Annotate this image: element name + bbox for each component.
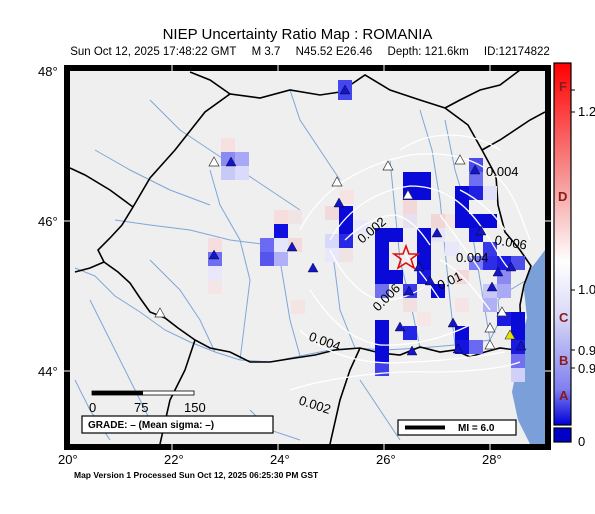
station-icon <box>431 227 443 238</box>
station-icon <box>504 329 516 340</box>
station-icon <box>505 261 517 272</box>
footer-note: Map Version 1 Processed Sun Oct 12, 2025… <box>74 470 319 480</box>
colorbar: F D C B A 1.2 1.0 0.9 0.9 0 <box>553 62 595 449</box>
station-icon <box>515 340 527 351</box>
station-icon <box>496 306 508 317</box>
lon-label: 22° <box>164 452 184 467</box>
station-icon <box>484 339 496 350</box>
station-icon <box>486 281 498 292</box>
contours <box>289 134 531 391</box>
station-icon <box>331 176 343 187</box>
frame-ticks <box>64 65 551 450</box>
station-icon <box>403 285 415 296</box>
lon-label: 28° <box>482 452 502 467</box>
epicenter-star-icon <box>391 243 421 270</box>
colorbar-value: 1.0 <box>578 282 595 297</box>
station-icon <box>208 249 220 260</box>
lat-label: 48° <box>38 64 58 79</box>
event-datetime: Sun Oct 12, 2025 17:48:22 GMT <box>70 46 237 58</box>
event-magnitude: M 3.7 <box>251 46 281 58</box>
grade-text: GRADE: – (Mean sigma: –) <box>88 420 214 431</box>
lon-label: 24° <box>270 452 290 467</box>
station-icon <box>413 261 425 272</box>
station-icon <box>469 164 481 175</box>
scale-label-75: 75 <box>134 400 148 415</box>
station-icon <box>382 160 394 171</box>
station-icon <box>492 266 504 277</box>
station-icon <box>225 156 237 167</box>
colorbar-value: 0.9 <box>578 361 595 376</box>
station-icon <box>307 262 319 273</box>
grade-d-label: D <box>558 189 567 204</box>
station-icon <box>406 345 418 356</box>
black-sea <box>512 250 545 444</box>
lat-label: 46° <box>38 214 58 229</box>
mi-text: MI = 6.0 <box>458 423 495 434</box>
station-icon <box>454 154 466 165</box>
scale-label-0: 0 <box>89 400 96 415</box>
grade-box <box>81 415 274 434</box>
station-icon <box>452 343 464 354</box>
station-icon <box>475 225 487 236</box>
station-icon <box>154 307 166 318</box>
station-icon <box>333 197 345 208</box>
contour-label: 0.006 <box>493 232 528 252</box>
colorbar-value: 0 <box>578 434 585 449</box>
uncertainty-grid <box>208 80 525 382</box>
grade-a-label: A <box>559 388 569 403</box>
colorbar-value: 0.9 <box>578 343 595 358</box>
event-id: ID:12174822 <box>483 46 550 58</box>
scale-label-150: 150 <box>184 400 206 415</box>
station-icon <box>394 321 406 332</box>
mi-box <box>397 419 517 436</box>
colorbar-min-swatch <box>553 427 572 443</box>
grade-f-label: F <box>559 79 567 94</box>
stations <box>154 84 527 356</box>
station-icon <box>447 317 459 328</box>
contour-label: 0.004 <box>486 164 519 179</box>
map-title: NIEP Uncertainty Ratio Map : ROMANIA <box>162 26 433 43</box>
event-depth: Depth: 121.6km <box>387 46 469 58</box>
contour-label: 0.004 <box>456 250 489 265</box>
station-icon <box>424 275 436 286</box>
lon-label: 26° <box>376 452 396 467</box>
station-icon <box>402 189 414 200</box>
event-info: Sun Oct 12, 2025 17:48:22 GMT M 3.7 N45.… <box>0 46 595 58</box>
station-icon <box>339 84 351 95</box>
grade-b-label: B <box>559 353 568 368</box>
station-icon <box>484 322 496 333</box>
event-location: N45.52 E26.46 <box>295 46 373 58</box>
lat-label: 44° <box>38 364 58 379</box>
station-icon <box>286 241 298 252</box>
lon-label: 20° <box>58 452 78 467</box>
map-area <box>70 71 545 444</box>
station-icon <box>208 156 220 167</box>
colorbar-value: 1.2 <box>578 104 595 119</box>
grade-c-label: C <box>559 310 569 325</box>
scale-bar: 0 75 150 <box>89 390 206 415</box>
